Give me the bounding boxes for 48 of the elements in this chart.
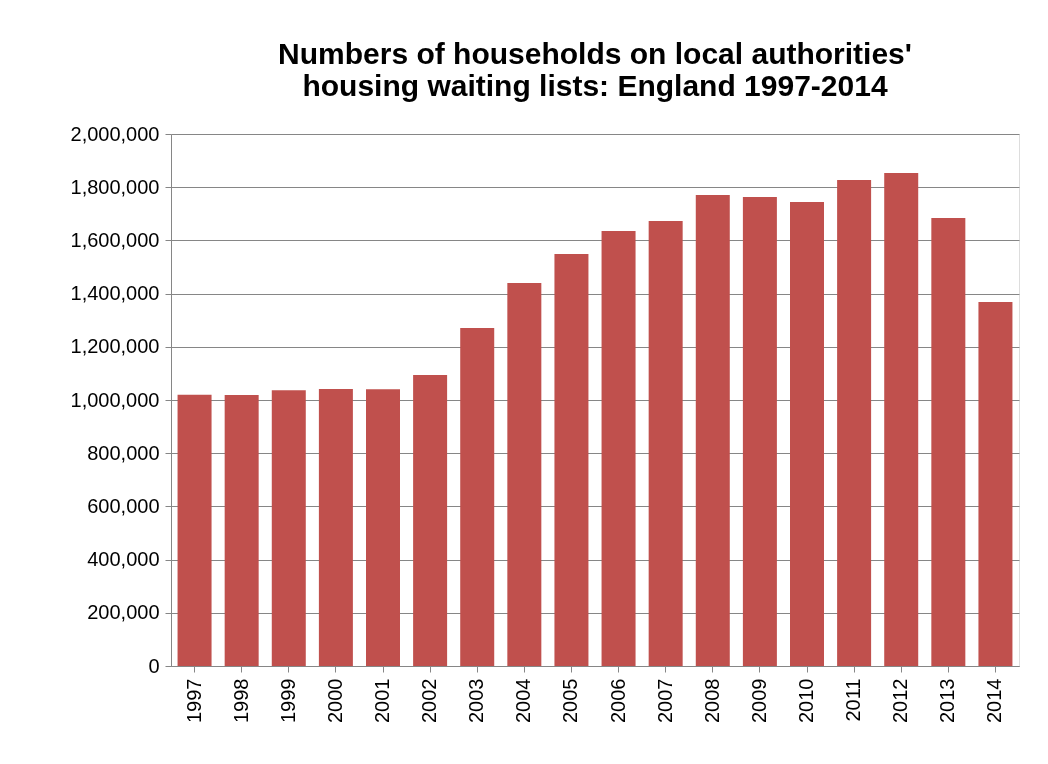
bar	[271, 390, 306, 666]
bar	[742, 197, 777, 666]
x-tick-label: 2001	[371, 678, 393, 723]
bar	[366, 389, 400, 666]
x-tick-label: 2005	[559, 678, 582, 723]
bar	[601, 231, 636, 666]
y-tick-label: 1,600,000	[70, 228, 160, 251]
bar	[507, 282, 542, 666]
chart-title: Numbers of households on local authorities' housing waiting lists: England 1997-2014	[278, 37, 912, 102]
x-tick-label: 2007	[653, 678, 676, 723]
bar	[837, 180, 872, 666]
x-tick-label: 2003	[465, 678, 488, 723]
y-tick-label: 600,000	[87, 494, 160, 517]
x-tick-label: 2009	[747, 678, 770, 723]
x-tick-label: 2014	[983, 678, 1006, 723]
y-tick-label: 1,400,000	[70, 282, 160, 305]
bar	[413, 375, 448, 666]
bar	[790, 202, 824, 666]
y-tick-label: 1,800,000	[70, 175, 160, 198]
x-tick-label: 2010	[795, 678, 817, 723]
x-tick-label: 2013	[936, 678, 959, 723]
y-tick-label: 800,000	[87, 441, 160, 464]
y-tick-label: 1,200,000	[70, 335, 160, 358]
y-tick-label: 1,000,000	[70, 388, 160, 411]
bar	[884, 173, 919, 666]
y-tick-label: 400,000	[87, 548, 160, 571]
x-tick-label: 1998	[229, 678, 252, 723]
x-tick-label: 2008	[700, 678, 723, 723]
x-tick-label: 2006	[606, 678, 629, 723]
y-tick-label: 2,000,000	[70, 122, 160, 145]
bar	[695, 194, 730, 666]
bar	[460, 327, 495, 666]
bar	[931, 218, 966, 666]
bar	[648, 220, 683, 666]
y-tick-label: 200,000	[87, 601, 160, 624]
x-tick-label: 2011	[842, 678, 865, 722]
bar	[177, 394, 212, 666]
bar	[318, 389, 353, 666]
bar	[978, 302, 1013, 666]
x-tick-label: 1999	[276, 678, 299, 723]
x-tick-label: 2000	[323, 678, 346, 723]
x-tick-label: 1997	[182, 678, 205, 723]
bar	[224, 394, 259, 666]
bar	[554, 253, 589, 666]
x-tick-label: 2012	[889, 678, 912, 723]
x-tick-label: 2004	[512, 678, 535, 723]
y-tick-label: 0	[148, 654, 160, 677]
x-tick-label: 2002	[418, 678, 441, 723]
